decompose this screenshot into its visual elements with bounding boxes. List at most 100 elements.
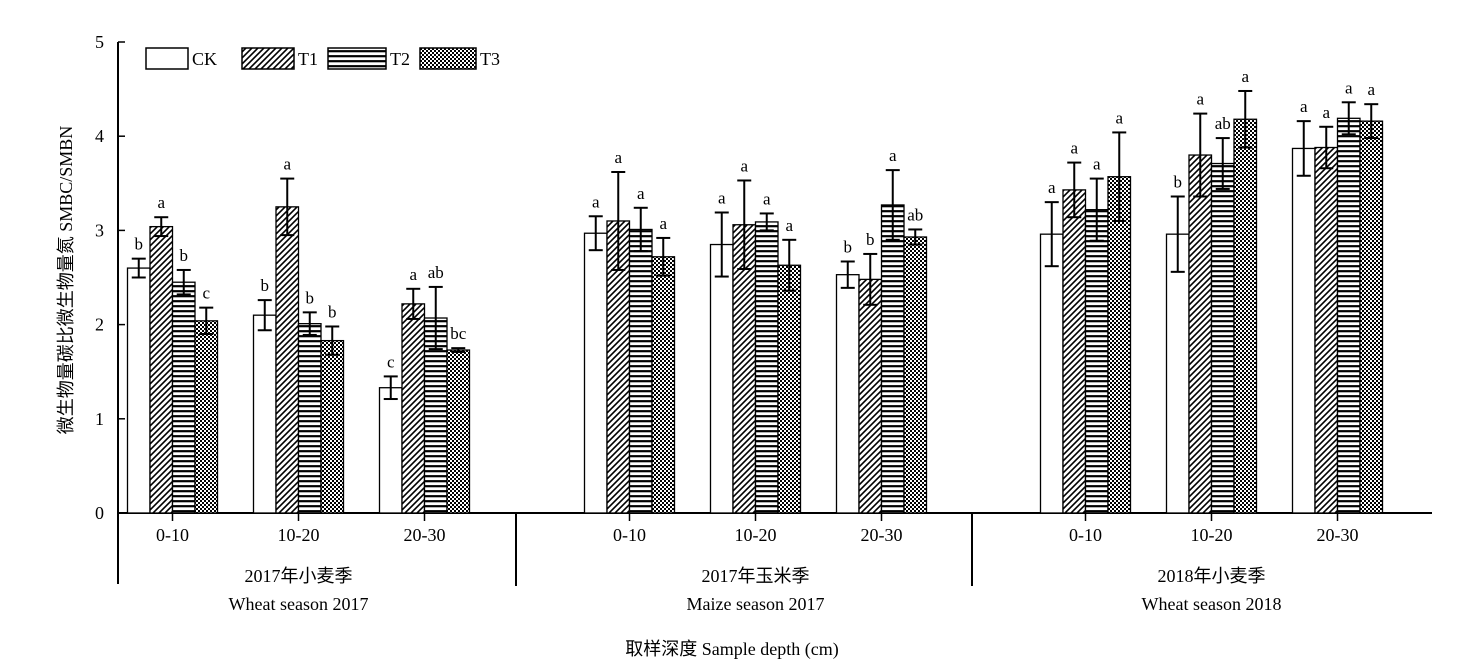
bar-t1 — [149, 225, 174, 514]
significance-letter: a — [409, 265, 417, 284]
bar-ck — [1165, 233, 1190, 514]
significance-letter: a — [1048, 178, 1056, 197]
legend-label-t3: T3 — [480, 49, 500, 69]
significance-letter: a — [1196, 90, 1204, 109]
bar-t2 — [1084, 209, 1109, 514]
group-label-en: Wheat season 2018 — [1142, 594, 1282, 614]
depth-tick-label: 20-30 — [1317, 525, 1359, 545]
y-tick-label: 0 — [95, 503, 104, 523]
significance-letter: b — [306, 288, 315, 307]
bar-ck — [709, 243, 734, 514]
group-label-cn: 2017年小麦季 — [245, 566, 353, 586]
bar-t3 — [194, 320, 219, 514]
significance-letter: a — [740, 156, 748, 175]
legend-swatch-t2 — [327, 47, 387, 70]
group-label-cn: 2017年玉米季 — [702, 566, 810, 586]
legend-swatch-t1 — [241, 47, 295, 70]
bar-ck — [835, 274, 860, 514]
significance-letter: a — [1300, 97, 1308, 116]
legend-label-t2: T2 — [390, 49, 410, 69]
significance-letter: a — [283, 155, 291, 174]
legend-swatch-t3 — [419, 47, 477, 70]
significance-letter: a — [763, 189, 771, 208]
significance-letter: c — [202, 284, 210, 303]
x-axis-label: 取样深度 Sample depth (cm) — [625, 639, 838, 660]
group-label-en: Maize season 2017 — [687, 594, 825, 614]
legend-swatch-ck — [145, 47, 189, 70]
significance-letter: b — [180, 246, 189, 265]
bar-t1 — [275, 206, 300, 514]
bar-t3 — [777, 264, 802, 514]
axes: 0 1 2 3 4 5 0-10 10-20 20-30 2017年小麦季 Wheat season… — [95, 32, 1432, 614]
bar-t3 — [651, 256, 676, 514]
bar-t2 — [1336, 117, 1361, 514]
depth-tick-label: 0-10 — [613, 525, 646, 545]
bar-t2 — [171, 281, 196, 514]
bar-t1 — [1188, 154, 1213, 514]
significance-letter: b — [135, 235, 144, 254]
bar-t2 — [628, 228, 653, 514]
bar-ck — [126, 267, 151, 514]
significance-letter: b — [844, 237, 853, 256]
significance-letter: a — [1345, 78, 1353, 97]
depth-tick-label: 20-30 — [404, 525, 446, 545]
bar-ck — [252, 314, 277, 514]
bar-t1 — [1062, 189, 1087, 514]
depth-tick-label: 20-30 — [861, 525, 903, 545]
depth-tick-label: 0-10 — [1069, 525, 1102, 545]
significance-letter: a — [659, 214, 667, 233]
legend-label-ck: CK — [192, 49, 217, 69]
bar-ck — [378, 387, 403, 514]
bar-t2 — [1210, 162, 1235, 514]
significance-letter: a — [718, 189, 726, 208]
bar-t3 — [446, 349, 471, 514]
y-tick-label: 3 — [95, 220, 104, 240]
significance-letter: a — [1241, 67, 1249, 86]
significance-letter: a — [1093, 155, 1101, 174]
group-label-cn: 2018年小麦季 — [1158, 566, 1266, 586]
y-tick-label: 5 — [95, 32, 104, 52]
bar-t3 — [903, 236, 928, 514]
significance-letter: b — [261, 276, 270, 295]
significance-letter: a — [1070, 139, 1078, 158]
significance-letter: a — [785, 216, 793, 235]
bar-t3 — [1107, 176, 1132, 514]
bar-ck — [1291, 147, 1316, 514]
significance-letter: a — [889, 146, 897, 165]
significance-letter: a — [1322, 103, 1330, 122]
depth-tick-label: 10-20 — [735, 525, 777, 545]
significance-letter: bc — [450, 324, 467, 343]
depth-tick-label: 10-20 — [1191, 525, 1233, 545]
legend: CK T1 T2 T3 — [145, 47, 500, 70]
bar-t2 — [880, 204, 905, 514]
bar-t3 — [320, 339, 345, 514]
significance-letter: b — [866, 230, 875, 249]
significance-letter: b — [328, 302, 337, 321]
significance-letter: ab — [428, 263, 444, 282]
y-tick-label: 4 — [95, 126, 104, 146]
y-tick-label: 1 — [95, 409, 104, 429]
bar-t3 — [1359, 120, 1384, 514]
significance-letter: c — [387, 352, 395, 371]
significance-letter: a — [592, 192, 600, 211]
y-axis-label: 微生物量碳比微生物量氮 SMBC/SMBN — [56, 126, 76, 435]
bar-t3 — [1233, 118, 1258, 514]
significance-letter: a — [157, 193, 165, 212]
significance-letter: ab — [1215, 114, 1231, 133]
bar-t2 — [754, 221, 779, 514]
depth-tick-label: 10-20 — [278, 525, 320, 545]
significance-letter: a — [1367, 80, 1375, 99]
significance-letter: ab — [907, 205, 923, 224]
legend-label-t1: T1 — [298, 49, 318, 69]
depth-tick-label: 0-10 — [156, 525, 189, 545]
bar-t1 — [401, 303, 426, 514]
bar-t2 — [297, 323, 322, 514]
y-tick-label: 2 — [95, 315, 104, 335]
significance-letter: a — [637, 184, 645, 203]
bar-t1 — [1314, 146, 1339, 514]
group-label-en: Wheat season 2017 — [229, 594, 369, 614]
significance-letter: a — [614, 148, 622, 167]
significance-letter: b — [1174, 172, 1183, 191]
